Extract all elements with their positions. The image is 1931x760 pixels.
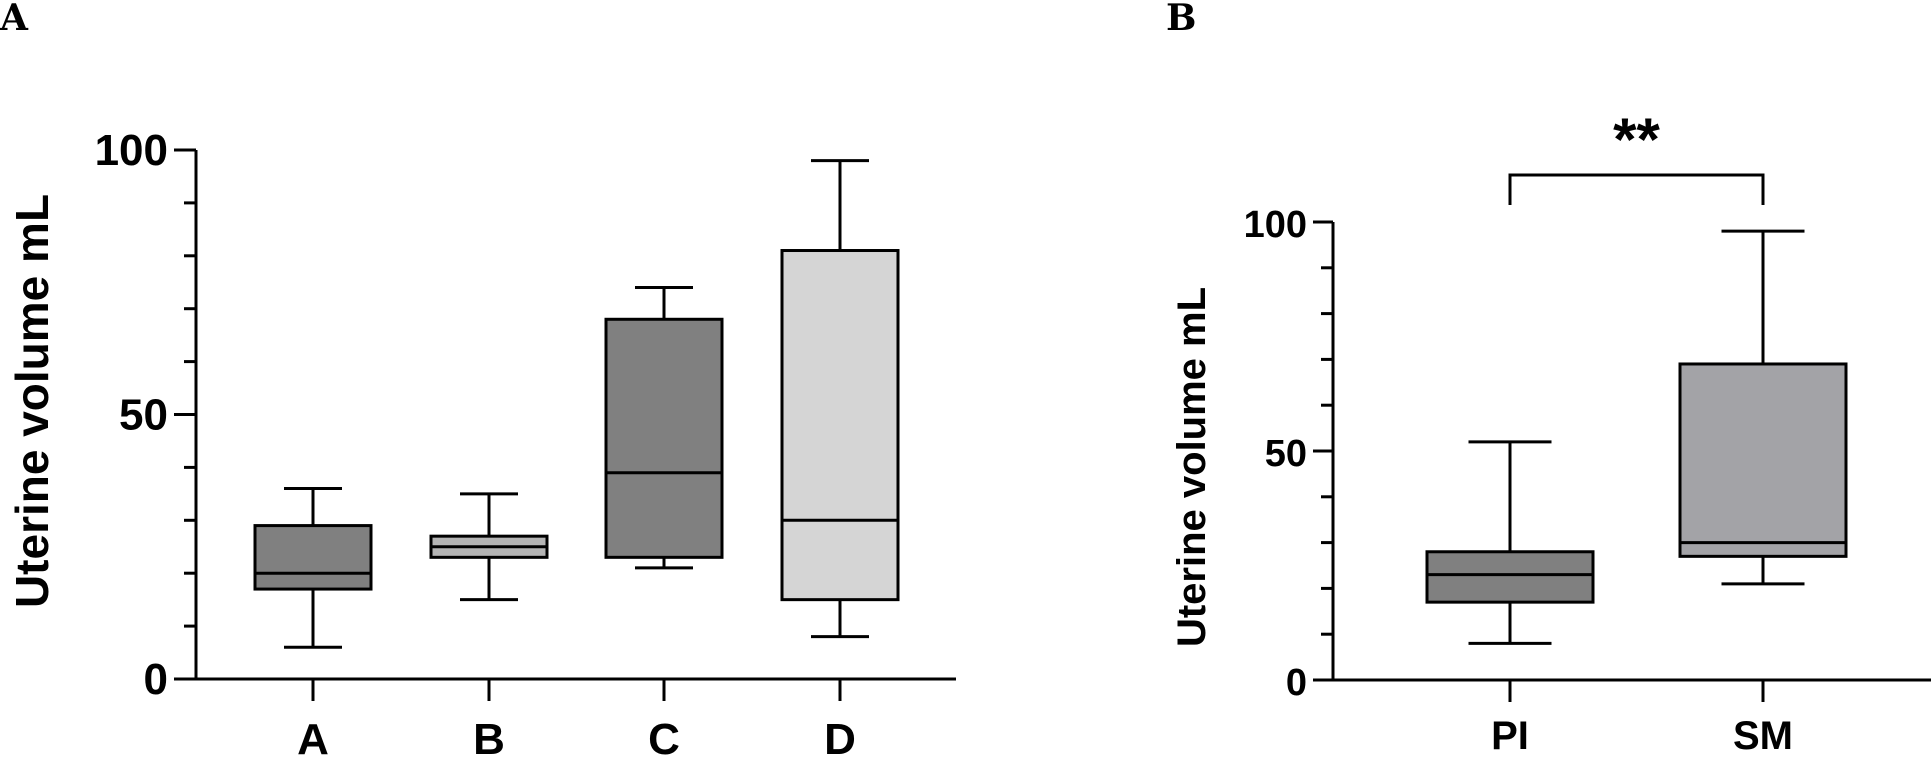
panel-a-letter: A	[0, 0, 29, 39]
panel-a: A Uterine volume mL 0 50 100 A B C D	[0, 0, 956, 760]
panel-a-x-tick-label: C	[648, 715, 680, 760]
panel-a-x-tick-label: B	[473, 715, 505, 760]
panel-a-box-C	[604, 286, 724, 570]
significance-bracket	[1508, 173, 1765, 205]
iqr-box	[1425, 550, 1595, 604]
panel-b-box-PI	[1425, 440, 1595, 645]
panel-a-box-D	[780, 159, 900, 639]
iqr-box	[253, 524, 373, 591]
panel-a-x-tick-label: A	[297, 715, 329, 760]
panel-b-x-tick-label: SM	[1733, 714, 1793, 758]
panel-b-y-axis-title: Uterine volume mL	[1170, 287, 1214, 647]
panel-b: B Uterine volume mL 0 50 100 PI SM **	[1166, 0, 1931, 758]
panel-a-axes: 0 50 100 A B C D	[95, 126, 956, 760]
panel-b-significance: **	[1508, 106, 1765, 205]
panel-a-boxes	[253, 159, 900, 649]
panel-a-y-tick-label: 0	[144, 655, 168, 704]
panel-b-axes: 0 50 100 PI SM	[1244, 204, 1931, 758]
panel-b-y-tick-label: 100	[1244, 204, 1307, 246]
iqr-box	[1678, 362, 1848, 558]
significance-label: **	[1613, 106, 1660, 173]
panel-a-box-B	[429, 492, 549, 602]
panel-b-y-tick-label: 50	[1265, 433, 1307, 475]
iqr-box	[780, 249, 900, 602]
iqr-box	[604, 317, 724, 559]
panel-b-x-tick-label: PI	[1491, 714, 1529, 758]
panel-a-x-tick-label: D	[824, 715, 856, 760]
panel-b-letter: B	[1166, 0, 1196, 39]
panel-a-y-axis-title: Uterine volume mL	[6, 194, 58, 608]
panel-b-box-SM	[1678, 229, 1848, 586]
panel-a-y-tick-label: 100	[95, 126, 168, 175]
panel-b-y-tick-label: 0	[1286, 662, 1307, 704]
panel-a-box-A	[253, 487, 373, 649]
panel-b-boxes	[1425, 229, 1848, 645]
panel-a-y-tick-label: 50	[119, 391, 168, 440]
